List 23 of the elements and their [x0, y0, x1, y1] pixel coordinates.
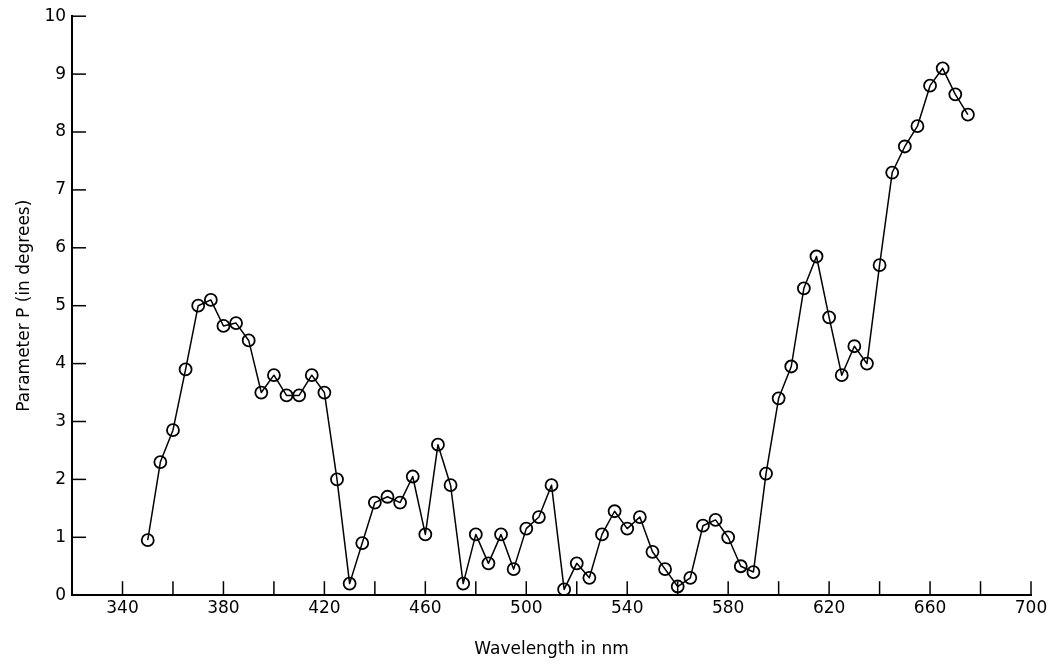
- y-tick-label: 1: [55, 525, 67, 546]
- x-tick-label: 580: [711, 596, 745, 617]
- y-tick-label: 7: [55, 178, 67, 199]
- y-tick-label: 10: [44, 4, 67, 25]
- y-tick-label: 4: [55, 352, 67, 373]
- x-axis-title: Wavelength in nm: [474, 638, 629, 659]
- y-tick-label: 0: [55, 583, 67, 604]
- x-tick-label: 540: [611, 596, 644, 617]
- x-tick-label: 460: [409, 596, 442, 617]
- y-tick-label: 3: [55, 409, 67, 430]
- y-tick-label: 6: [55, 236, 67, 257]
- x-tick-label: 420: [308, 596, 341, 617]
- y-axis-title: Parameter P (in degrees): [12, 199, 33, 412]
- x-tick-label: 620: [812, 596, 846, 617]
- y-tick-label: 8: [55, 120, 67, 141]
- x-tick-label: 660: [913, 596, 947, 617]
- y-tick-label: 5: [55, 294, 67, 315]
- y-tick-label: 2: [55, 467, 67, 488]
- x-tick-label: 500: [510, 596, 543, 617]
- x-tick-label: 380: [207, 596, 240, 617]
- x-tick-label: 340: [106, 596, 139, 617]
- y-tick-label: 9: [55, 62, 67, 83]
- x-tick-label: 700: [1014, 596, 1048, 617]
